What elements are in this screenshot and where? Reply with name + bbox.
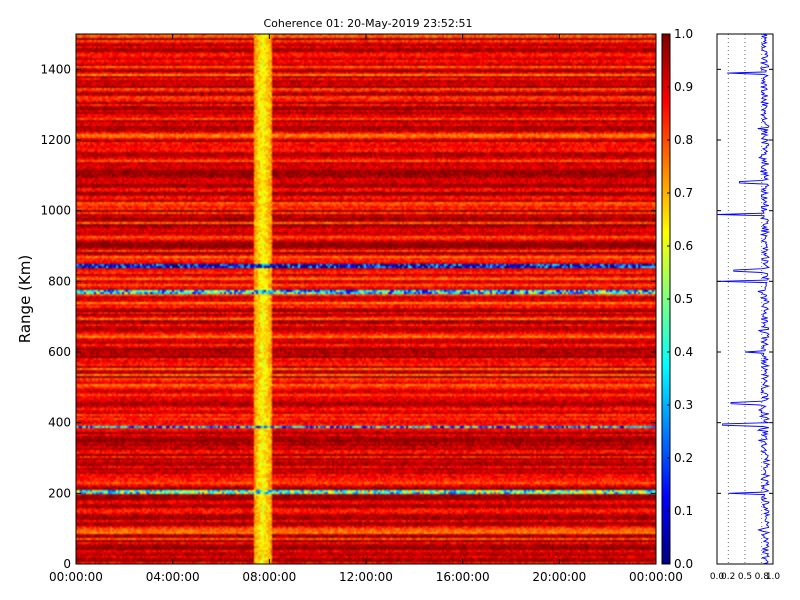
heatmap-y-axis: 0 200 400 600 800 1000 1200 1400 [40,62,656,571]
profile-x-tick-label: 1.0 [766,572,781,582]
colorbar-tick-label: 0.4 [674,345,693,359]
y-tick-label: 400 [48,416,71,430]
profile-line [716,33,771,565]
colorbar-tick-label: 0.6 [674,239,693,253]
x-tick-label: 08:00:00 [242,570,296,584]
colorbar-tick-label: 0.0 [674,557,693,571]
x-tick-label: 04:00:00 [146,570,200,584]
profile-x-tick-label: 0.8 [755,572,770,582]
colorbar-tick-label: 0.8 [674,133,693,147]
x-tick-label: 00:00:00 [49,570,103,584]
x-tick-label: 16:00:00 [436,570,490,584]
y-tick-label: 800 [48,274,71,288]
y-tick-label: 1200 [40,133,71,147]
colorbar-tick-label: 1.0 [674,27,693,41]
heatmap-image [76,34,656,564]
x-tick-label: 20:00:00 [532,570,586,584]
chart-title: Coherence 01: 20-May-2019 23:52:51 [263,17,472,30]
colorbar-ticks: 0.0 0.1 0.2 0.3 0.4 0.5 0.6 0.7 0.8 0.9 1.0 [667,27,693,571]
profile-gridlines [727,34,763,564]
y-tick-label: 600 [48,345,71,359]
y-axis-label: Range (Km) [16,255,34,343]
profile-x-tick-label: 0.0 [710,572,725,582]
colorbar-tick-label: 0.3 [674,398,693,412]
profile-x-tick-label: 0.2 [721,572,735,582]
profile-ticks: 0.00.2 0.5 0.81.0 [710,68,781,582]
side-profile-plot [716,33,774,565]
y-tick-label: 1000 [40,204,71,218]
colorbar-tick-label: 0.5 [674,292,693,306]
heatmap-x-axis: 00:00:00 04:00:00 08:00:00 12:00:00 16:00:00… [49,34,683,584]
colorbar-tick-label: 0.2 [674,451,693,465]
colorbar-tick-label: 0.9 [674,80,693,94]
y-tick-label: 1400 [40,62,71,76]
colorbar-tick-label: 0.7 [674,186,693,200]
y-tick-label: 0 [63,557,71,571]
profile-x-tick-label: 0.5 [738,572,752,582]
colorbar-gradient [662,34,670,564]
y-tick-label: 200 [48,486,71,500]
x-tick-label: 00:00:00 [629,570,683,584]
x-tick-label: 12:00:00 [339,570,393,584]
colorbar-tick-label: 0.1 [674,504,693,518]
heatmap-plot [75,33,657,565]
